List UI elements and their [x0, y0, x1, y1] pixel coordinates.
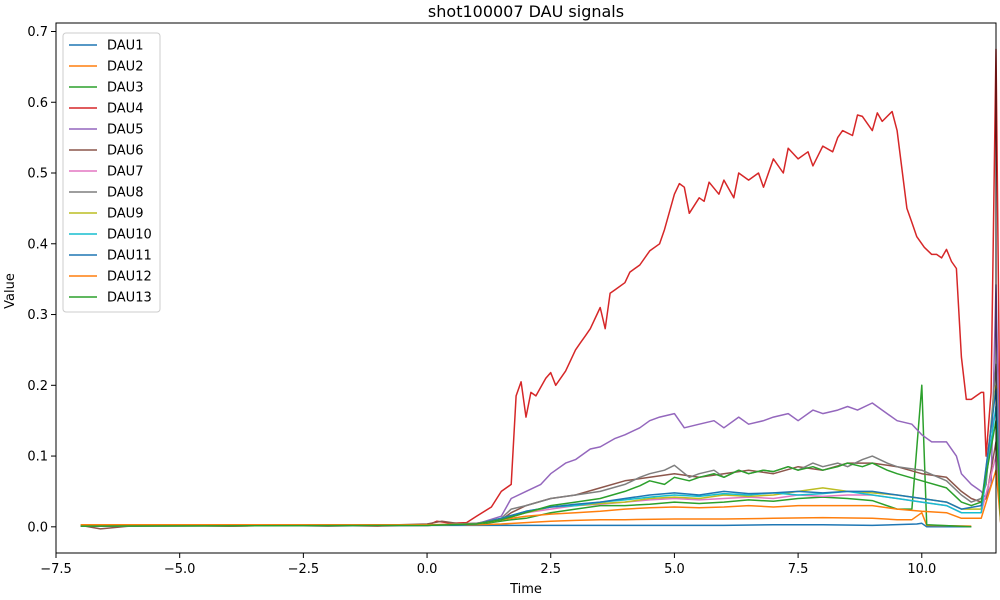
legend-label: DAU9: [107, 207, 143, 222]
y-tick-label: 0.3: [27, 308, 48, 323]
y-tick-label: 0.2: [27, 379, 48, 394]
series-line-dau4: [80, 48, 1000, 527]
y-tick-label: 0.5: [27, 167, 48, 182]
y-tick-label: 0.7: [27, 25, 48, 40]
legend-label: DAU7: [107, 165, 143, 180]
series-line-dau13: [80, 419, 1000, 527]
legend-label: DAU2: [107, 60, 143, 75]
legend-label: DAU5: [107, 123, 143, 138]
x-tick-label: 10.0: [907, 562, 936, 577]
chart-title: shot100007 DAU signals: [428, 2, 624, 21]
x-tick-label: 2.5: [540, 562, 561, 577]
legend-label: DAU11: [107, 249, 152, 264]
x-tick-label: 5.0: [664, 562, 685, 577]
legend: DAU1 DAU2 DAU3 DAU4 DAU5 DAU6 DAU7 DAU8 DAU9 DAU1…: [62, 32, 161, 313]
y-tick-label: 0.6: [27, 96, 48, 111]
y-tick-label: 0.4: [27, 237, 48, 252]
legend-label: DAU10: [107, 228, 152, 243]
series-layer: [80, 48, 1000, 530]
x-tick-label: −5.0: [164, 562, 196, 577]
y-axis-label: Value: [3, 273, 18, 309]
series-line-dau1: [80, 522, 972, 528]
legend-label: DAU4: [107, 102, 143, 117]
series-line-dau5: [80, 284, 1000, 527]
y-axis: 0.0 0.1 0.2 0.3 0.4 0.5 0.6 0.7: [27, 25, 56, 535]
legend-label: DAU8: [107, 186, 143, 201]
series-line-dau12: [80, 469, 1000, 526]
x-tick-label: 7.5: [788, 562, 809, 577]
legend-label: DAU6: [107, 144, 143, 159]
y-tick-label: 0.0: [27, 520, 48, 535]
series-line-dau2: [80, 511, 972, 527]
x-tick-label: 0.0: [417, 562, 438, 577]
legend-box: [62, 32, 161, 313]
y-tick-label: 0.1: [27, 450, 48, 465]
legend-label: DAU3: [107, 81, 143, 96]
legend-label: DAU13: [107, 291, 152, 306]
x-tick-label: −2.5: [288, 562, 320, 577]
x-axis: −7.5 −5.0 −2.5 0.0 2.5 5.0 7.5 10.0: [40, 553, 936, 577]
legend-label: DAU1: [107, 39, 143, 54]
x-tick-label: −7.5: [40, 562, 72, 577]
plot-frame: [55, 22, 997, 554]
legend-label: DAU12: [107, 270, 152, 285]
x-axis-label: Time: [509, 582, 542, 597]
